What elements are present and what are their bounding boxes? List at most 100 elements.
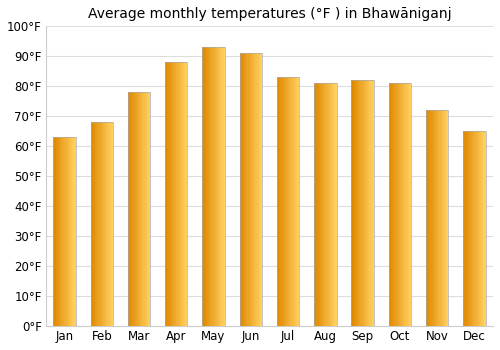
Bar (366, 80, 367, 326)
Bar (292, 77, 294, 326)
Bar (393, 83, 394, 326)
Bar (328, 83, 330, 326)
Bar (254, 53, 256, 326)
Bar (139, 92, 140, 326)
Bar (147, 92, 148, 326)
Bar (426, 110, 427, 326)
Bar (103, 122, 104, 326)
Bar (96, 122, 98, 326)
Bar (463, 131, 485, 326)
Bar (69, 137, 70, 326)
Bar (427, 110, 428, 326)
Bar (246, 53, 248, 326)
Bar (173, 62, 174, 326)
Bar (244, 53, 245, 326)
Bar (471, 131, 472, 326)
Bar (388, 83, 411, 326)
Bar (398, 83, 399, 326)
Bar (144, 92, 146, 326)
Bar (71, 137, 72, 326)
Bar (207, 47, 208, 326)
Bar (250, 53, 251, 326)
Bar (396, 83, 398, 326)
Bar (129, 92, 130, 326)
Bar (170, 62, 172, 326)
Bar (61, 137, 62, 326)
Bar (324, 83, 326, 326)
Bar (286, 77, 287, 326)
Bar (137, 92, 138, 326)
Bar (367, 80, 368, 326)
Bar (64, 137, 66, 326)
Bar (261, 53, 262, 326)
Bar (252, 53, 253, 326)
Bar (322, 83, 323, 326)
Bar (245, 53, 246, 326)
Bar (166, 62, 168, 326)
Bar (251, 53, 252, 326)
Bar (437, 110, 438, 326)
Bar (130, 92, 131, 326)
Bar (464, 131, 466, 326)
Bar (476, 131, 478, 326)
Bar (432, 110, 434, 326)
Bar (241, 53, 242, 326)
Bar (426, 110, 448, 326)
Bar (174, 62, 175, 326)
Bar (298, 77, 300, 326)
Bar (478, 131, 479, 326)
Bar (142, 92, 144, 326)
Bar (93, 122, 94, 326)
Bar (399, 83, 400, 326)
Bar (98, 122, 100, 326)
Bar (100, 122, 102, 326)
Bar (442, 110, 444, 326)
Bar (296, 77, 297, 326)
Bar (136, 92, 137, 326)
Bar (90, 122, 92, 326)
Bar (403, 83, 404, 326)
Bar (370, 80, 372, 326)
Bar (219, 47, 220, 326)
Bar (355, 80, 356, 326)
Bar (368, 80, 370, 326)
Bar (404, 83, 406, 326)
Bar (294, 77, 295, 326)
Bar (482, 131, 484, 326)
Bar (240, 53, 241, 326)
Bar (138, 92, 139, 326)
Bar (446, 110, 447, 326)
Bar (216, 47, 217, 326)
Bar (278, 77, 279, 326)
Bar (481, 131, 482, 326)
Bar (331, 83, 332, 326)
Bar (444, 110, 445, 326)
Bar (182, 62, 183, 326)
Bar (140, 92, 141, 326)
Bar (320, 83, 321, 326)
Bar (184, 62, 185, 326)
Bar (365, 80, 366, 326)
Bar (70, 137, 71, 326)
Bar (183, 62, 184, 326)
Bar (434, 110, 435, 326)
Bar (253, 53, 254, 326)
Bar (470, 131, 471, 326)
Bar (240, 53, 262, 326)
Bar (474, 131, 476, 326)
Bar (333, 83, 334, 326)
Bar (436, 110, 437, 326)
Bar (388, 83, 390, 326)
Bar (60, 137, 61, 326)
Bar (214, 47, 216, 326)
Bar (364, 80, 365, 326)
Bar (242, 53, 243, 326)
Bar (284, 77, 286, 326)
Bar (277, 77, 299, 326)
Bar (72, 137, 74, 326)
Bar (352, 80, 374, 326)
Bar (104, 122, 105, 326)
Bar (218, 47, 219, 326)
Bar (466, 131, 468, 326)
Bar (256, 53, 258, 326)
